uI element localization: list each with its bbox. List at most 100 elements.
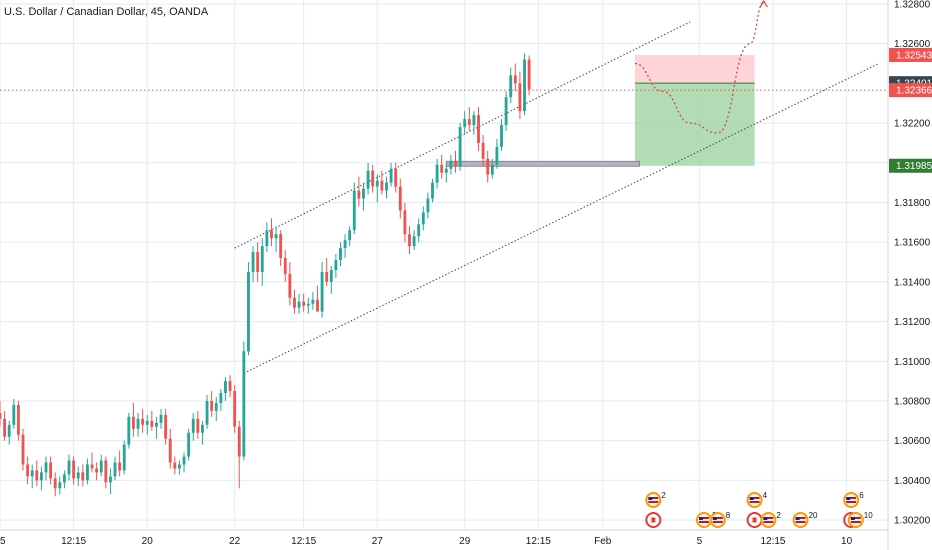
x-tick-label: 22	[229, 536, 241, 547]
candle-body	[81, 472, 85, 481]
candle-body	[334, 260, 338, 270]
candle-body	[412, 236, 416, 247]
flag-stripe	[850, 517, 861, 519]
candle-body	[228, 381, 232, 392]
event-count: 8	[726, 511, 731, 520]
candle-body	[58, 482, 62, 489]
event-marker[interactable]: 10	[847, 511, 873, 528]
candle-body	[481, 142, 485, 159]
candle	[500, 119, 503, 151]
candle	[30, 464, 34, 489]
candle-body	[339, 248, 342, 261]
candle-body	[113, 462, 117, 477]
price-tag-label: 1.31985	[896, 161, 932, 172]
candle	[467, 107, 471, 132]
event-marker[interactable]: 8	[709, 511, 731, 528]
flag-stripe	[749, 501, 760, 503]
candle-body	[348, 230, 352, 241]
candle-body	[35, 470, 39, 481]
maple-leaf-mark	[651, 517, 656, 523]
candle	[311, 291, 315, 310]
channel-line	[234, 21, 691, 249]
candle	[210, 391, 214, 417]
candle-body	[394, 168, 398, 187]
candle-body	[104, 460, 108, 483]
flag-stripe	[763, 521, 774, 523]
candle	[348, 226, 352, 247]
candle	[421, 206, 425, 231]
candle	[518, 71, 522, 120]
candle-body	[155, 422, 158, 427]
candle	[12, 398, 16, 429]
candle-body	[398, 186, 402, 211]
flag-canton	[648, 497, 653, 500]
event-marker[interactable]: 4	[746, 491, 768, 528]
candle-body	[495, 146, 499, 165]
candle	[412, 230, 416, 251]
candle-body	[513, 75, 517, 84]
flag-stripe	[648, 497, 659, 499]
candle-body	[99, 460, 103, 473]
candle-body	[224, 381, 227, 394]
price-tag-background	[889, 158, 932, 173]
event-marker[interactable]: 2	[760, 511, 781, 528]
candle-body	[67, 460, 71, 475]
candle-body	[274, 234, 278, 239]
candle-body	[3, 418, 7, 437]
candle-body	[233, 391, 237, 427]
candle-body	[343, 240, 347, 249]
candle-body	[39, 472, 43, 481]
candle-body	[302, 301, 306, 306]
candle-body	[49, 462, 53, 479]
candle-body	[219, 393, 223, 403]
candle-body	[472, 115, 476, 126]
candle-body	[270, 230, 273, 239]
event-marker[interactable]: 20	[792, 511, 818, 528]
candle	[242, 341, 246, 461]
candle	[127, 412, 131, 449]
y-tick-label: 1.30400	[894, 476, 931, 487]
candle-body	[467, 119, 471, 126]
candle-body	[408, 234, 411, 247]
position-zones	[634, 54, 755, 166]
support-resistance-box	[445, 160, 640, 167]
candle-body	[12, 404, 16, 425]
flag-stripe	[846, 501, 857, 503]
candle-body	[500, 125, 503, 147]
candle-body	[0, 412, 2, 419]
candle-body	[242, 351, 246, 457]
candle	[164, 408, 168, 445]
flag-stripe	[795, 517, 806, 519]
flag-stripe	[712, 517, 723, 519]
event-count: 4	[763, 491, 768, 500]
candle	[159, 408, 163, 429]
candle-body	[311, 299, 315, 304]
candle	[122, 440, 126, 475]
price-tag-label: 1.32366	[896, 86, 932, 97]
candle-body	[62, 474, 66, 483]
candle-body	[385, 182, 388, 191]
time-axis[interactable]: 15 12:15 20 22 12:15 27 29 12:15 Feb 5 12:15 10	[0, 536, 853, 547]
price-tag-label: 1.32543	[896, 50, 932, 61]
candle	[53, 472, 57, 497]
candle	[385, 176, 388, 199]
flag-stripe	[763, 517, 774, 519]
candle-body	[150, 420, 154, 427]
candle-body	[417, 224, 421, 237]
candle	[352, 182, 356, 235]
candle	[256, 242, 260, 282]
candle	[329, 265, 333, 294]
candle	[191, 412, 195, 441]
x-tick-label: 12:15	[760, 536, 785, 547]
candle-body	[85, 464, 89, 481]
event-marker[interactable]: 2	[645, 491, 666, 528]
economic-events[interactable]: 2284220610	[645, 491, 873, 528]
candle-body	[297, 301, 301, 308]
candle-body	[21, 434, 25, 465]
candle-body	[279, 234, 283, 259]
candle	[141, 408, 145, 433]
flag-canton	[850, 517, 855, 520]
